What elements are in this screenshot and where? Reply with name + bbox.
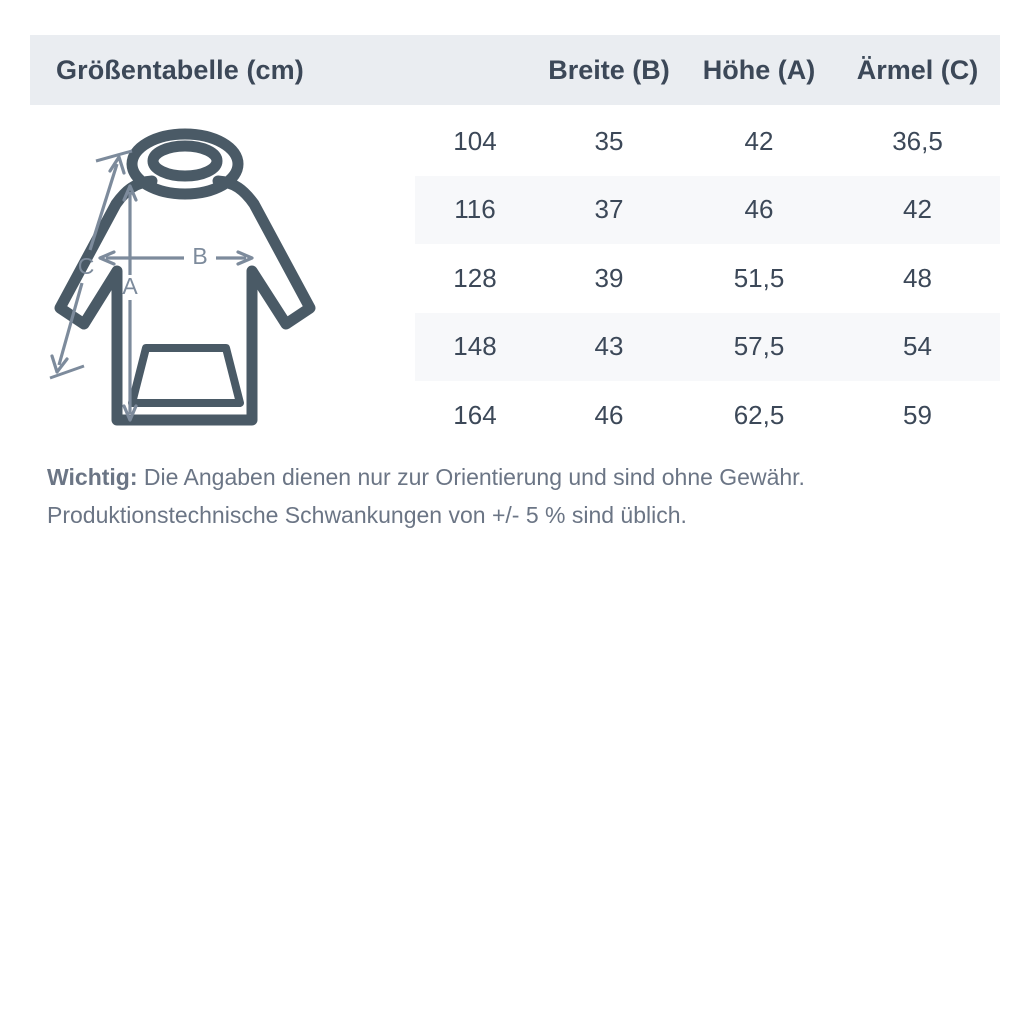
measure-label-b: B [192,243,207,269]
cell-size: 148 [453,331,497,362]
disclaimer-line-1: Die Angaben dienen nur zur Orientierung … [137,464,805,490]
disclaimer-note: Wichtig: Die Angaben dienen nur zur Orie… [47,458,987,534]
cell-hoehe: 57,5 [733,331,785,362]
measure-label-a: A [122,273,138,299]
hoodie-pocket-icon [128,344,244,407]
cell-aermel: 59 [903,399,932,430]
disclaimer-label: Wichtig: [47,464,138,490]
cell-size: 116 [454,194,496,225]
cell-breite: 39 [594,262,624,293]
cell-aermel: 42 [903,194,932,225]
table-header-band [30,35,1000,105]
cell-hoehe: 51,5 [733,262,785,293]
cell-aermel: 54 [903,331,932,362]
table-row: 116 37 46 42 [415,175,1000,244]
cell-size: 128 [453,262,497,293]
cell-size: 164 [453,399,497,430]
measure-arrow-a [122,184,138,422]
table-row: 128 39 51,5 48 [415,244,1000,313]
column-header-hoehe: Höhe (A) [702,54,816,85]
hoodie-garment-icon [54,128,316,426]
cell-aermel: 48 [903,262,932,293]
measure-label-c: C [78,253,95,279]
measure-arrow-c [49,149,133,380]
measure-arrow-b [98,250,254,266]
size-table-body: 104 35 42 36,5 116 37 46 42 128 39 51,5 … [415,107,1000,450]
cell-hoehe: 46 [744,194,774,225]
table-header-row: Breite (B) Höhe (A) Ärmel (C) [415,35,1000,105]
cell-breite: 46 [594,399,624,430]
page-title: Größentabelle (cm) [56,54,304,85]
cell-breite: 43 [594,331,624,362]
cell-breite: 37 [594,194,624,225]
table-row: 148 43 57,5 54 [415,312,1000,381]
column-header-aermel: Ärmel (C) [856,54,979,85]
table-row: 164 46 62,5 59 [415,381,1000,450]
cell-hoehe: 62,5 [733,399,785,430]
cell-aermel: 36,5 [892,125,943,156]
cell-hoehe: 42 [744,125,774,156]
cell-size: 104 [453,125,497,156]
cell-breite: 35 [594,125,624,156]
measurement-arrows [49,149,254,422]
hoodie-diagram: A B C [40,128,420,443]
column-header-breite: Breite (B) [548,54,670,85]
table-row: 104 35 42 36,5 [415,107,1000,176]
disclaimer-line-2: Produktionstechnische Schwankungen von +… [47,502,687,528]
